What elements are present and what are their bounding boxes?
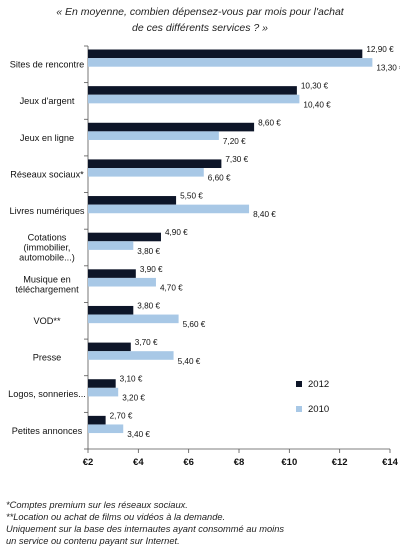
bar-label-2010: 6,60 € (208, 174, 231, 183)
bar-2012 (88, 305, 134, 315)
chart-title-line-2: de ces différents services ? » (132, 22, 268, 34)
bar-label-2012: 3,80 € (137, 301, 160, 310)
bar-2010 (88, 131, 219, 140)
legend-swatch-2012 (296, 381, 302, 387)
x-tick-label: €4 (133, 457, 144, 468)
legend-label-2012: 2012 (308, 379, 329, 390)
legend-swatch-2010 (296, 406, 302, 412)
category-label: Musique en (23, 274, 71, 284)
x-tick-label: €6 (183, 457, 194, 468)
bar-label-2010: 8,40 € (253, 210, 276, 219)
category-label: Réseaux sociaux* (10, 169, 84, 179)
bar-2010 (88, 204, 250, 214)
category-label: (immobilier, (24, 243, 71, 253)
bar-2010 (88, 168, 204, 177)
bar-2010 (88, 424, 124, 434)
bar-label-2012: 3,10 € (120, 375, 143, 384)
category-label: Jeux d'argent (20, 96, 75, 106)
bar-2012 (88, 86, 297, 95)
category-label: Petites annonces (12, 426, 83, 436)
legend-label-2010: 2010 (308, 404, 329, 415)
bar-2012 (88, 49, 363, 59)
bar-label-2012: 2,70 € (110, 411, 133, 420)
category-label: téléchargement (15, 284, 79, 294)
x-tick-label: €8 (234, 457, 245, 468)
bar-label-2012: 7,30 € (225, 155, 248, 164)
bar-chart-plot: €2 €4 €6 €8 €10 €12 €14 12,90 € 13,30 € Sites de … (8, 45, 400, 468)
bar-label-2010: 10,40 € (303, 100, 331, 109)
bar-2010 (88, 387, 119, 397)
x-tick-label: €12 (332, 457, 348, 468)
bar-2012 (88, 379, 116, 388)
bar-2012 (88, 342, 131, 352)
category-label: automobile...) (19, 253, 75, 263)
x-tick-label: €10 (281, 457, 297, 468)
bar-2010 (88, 241, 134, 250)
bar-label-2012: 3,90 € (140, 265, 163, 274)
bar-2010 (88, 314, 179, 324)
bar-2012 (88, 122, 255, 132)
category-label: Jeux en ligne (20, 133, 74, 143)
footnote-1: *Comptes premium sur les réseaux sociaux… (6, 500, 188, 510)
bar-2012 (88, 159, 222, 169)
footnote-2: **Location ou achat de films ou vidéos à… (6, 512, 226, 522)
category-label: Livres numériques (9, 206, 84, 216)
bar-2010 (88, 94, 300, 104)
bar-label-2010: 3,20 € (122, 393, 145, 402)
category-label: Cotations (28, 233, 67, 243)
category-label: Presse (33, 353, 62, 363)
bar-label-2012: 12,90 € (366, 45, 394, 54)
bar-label-2012: 8,60 € (258, 118, 281, 127)
category-label: Sites de rencontre (10, 60, 85, 70)
bar-label-2010: 5,40 € (178, 357, 201, 366)
bar-2012 (88, 196, 177, 205)
bar-2010 (88, 351, 174, 360)
chart-title: « En moyenne, combien dépensez-vous par … (20, 4, 380, 36)
bar-2010 (88, 277, 156, 287)
bar-label-2010: 13,30 € (376, 64, 400, 73)
bar-2012 (88, 269, 136, 278)
bar-label-2010: 3,40 € (127, 430, 150, 439)
x-tick-label: €2 (83, 457, 94, 468)
bar-label-2010: 4,70 € (160, 284, 183, 293)
bar-2012 (88, 232, 161, 242)
bar-label-2010: 3,80 € (137, 247, 160, 256)
bar-label-2010: 7,20 € (223, 137, 246, 146)
footnote-3: Uniquement sur la base des internautes a… (6, 524, 285, 534)
bar-2012 (88, 415, 106, 425)
footnotes: *Comptes premium sur les réseaux sociaux… (6, 499, 398, 547)
bar-2010 (88, 58, 373, 67)
category-label: VOD** (33, 316, 60, 326)
bar-label-2012: 5,50 € (180, 192, 203, 201)
bar-label-2012: 10,30 € (301, 82, 329, 91)
bar-label-2012: 4,90 € (165, 228, 188, 237)
bar-label-2012: 3,70 € (135, 338, 158, 347)
chart-title-line-1: « En moyenne, combien dépensez-vous par … (56, 6, 344, 18)
footnote-4: un service ou contenu payant sur Interne… (6, 536, 180, 546)
category-label: Logos, sonneries... (8, 389, 86, 399)
bar-label-2010: 5,60 € (183, 320, 206, 329)
x-tick-label: €14 (382, 457, 399, 468)
